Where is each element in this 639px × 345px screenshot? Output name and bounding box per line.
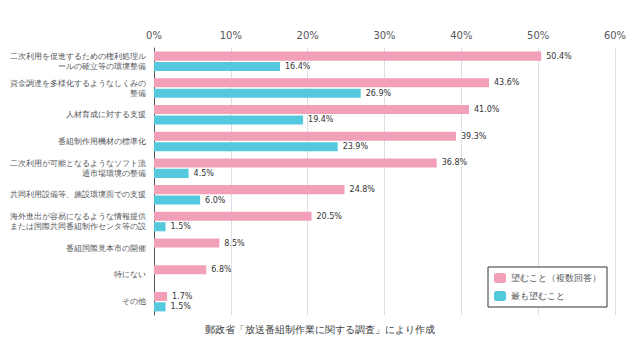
svg-text:番組制作用機材の標準化: 番組制作用機材の標準化 xyxy=(58,137,146,146)
svg-text:50.4%: 50.4% xyxy=(546,52,572,61)
svg-text:39.3%: 39.3% xyxy=(461,132,487,141)
svg-text:20.5%: 20.5% xyxy=(317,212,343,221)
svg-text:26.9%: 26.9% xyxy=(366,89,392,98)
svg-text:40%: 40% xyxy=(450,30,472,41)
svg-text:郵政省「放送番組制作業に関する調査」により作成: 郵政省「放送番組制作業に関する調査」により作成 xyxy=(205,324,435,335)
svg-text:10%: 10% xyxy=(220,30,242,41)
svg-text:1.5%: 1.5% xyxy=(171,302,192,311)
svg-text:その他: その他 xyxy=(122,297,146,306)
svg-text:整備: 整備 xyxy=(130,89,146,98)
svg-text:番組国際見本市の開催: 番組国際見本市の開催 xyxy=(66,244,146,253)
svg-text:4.5%: 4.5% xyxy=(194,169,215,178)
svg-text:30%: 30% xyxy=(373,30,395,41)
svg-text:最も望むこと: 最も望むこと xyxy=(511,291,565,301)
svg-text:1.5%: 1.5% xyxy=(171,222,192,231)
svg-text:36.8%: 36.8% xyxy=(442,158,468,167)
svg-text:19.4%: 19.4% xyxy=(308,115,334,124)
svg-text:0%: 0% xyxy=(146,30,162,41)
svg-text:望むこと（複数回答）: 望むこと（複数回答） xyxy=(511,273,601,283)
svg-text:通市場環境の整備: 通市場環境の整備 xyxy=(82,169,146,178)
svg-text:20%: 20% xyxy=(297,30,319,41)
svg-text:16.4%: 16.4% xyxy=(285,62,311,71)
svg-text:海外進出が容易になるような情報提供: 海外進出が容易になるような情報提供 xyxy=(10,212,146,221)
svg-text:8.5%: 8.5% xyxy=(224,239,245,248)
svg-text:ールの確立等の環境整備: ールの確立等の環境整備 xyxy=(58,62,146,71)
svg-text:41.0%: 41.0% xyxy=(474,105,500,114)
svg-text:23.9%: 23.9% xyxy=(343,142,369,151)
svg-text:資金調達を多様化するようなしくみの: 資金調達を多様化するようなしくみの xyxy=(10,79,146,88)
svg-text:24.8%: 24.8% xyxy=(350,185,376,194)
svg-text:1.7%: 1.7% xyxy=(172,292,193,301)
svg-text:人材育成に対する支援: 人材育成に対する支援 xyxy=(66,110,146,119)
svg-text:6.8%: 6.8% xyxy=(211,265,232,274)
svg-text:特にない: 特にない xyxy=(114,270,146,279)
svg-text:6.0%: 6.0% xyxy=(205,196,226,205)
svg-text:二次利用が可能となるようなソフト流: 二次利用が可能となるようなソフト流 xyxy=(10,159,146,168)
svg-text:共同利用設備等、施設環境面での支援: 共同利用設備等、施設環境面での支援 xyxy=(10,190,146,199)
svg-text:二次利用を促進するための権利処理ル: 二次利用を促進するための権利処理ル xyxy=(10,52,146,61)
svg-text:または国際共同番組制作センタ等の設: または国際共同番組制作センタ等の設 xyxy=(10,222,146,231)
svg-text:43.6%: 43.6% xyxy=(494,78,520,87)
svg-text:50%: 50% xyxy=(527,30,549,41)
svg-text:60%: 60% xyxy=(604,30,626,41)
